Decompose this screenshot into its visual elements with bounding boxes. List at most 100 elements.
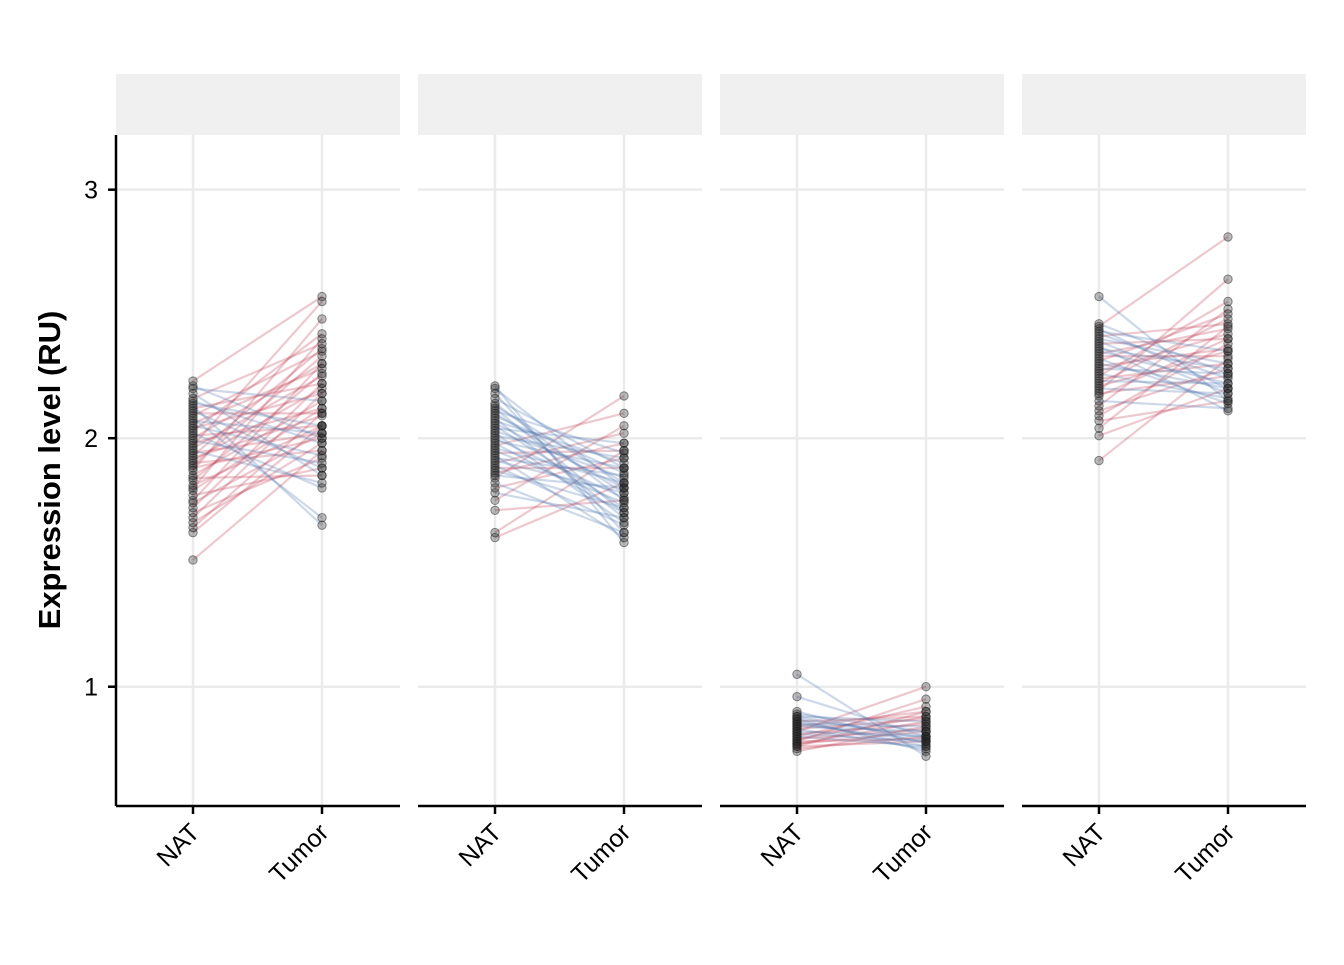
pair-line-increase: [494, 395, 625, 479]
point-nat: [490, 403, 500, 414]
point-tumor: [921, 694, 931, 704]
point-nat: [1094, 373, 1104, 384]
point-tumor: [619, 470, 629, 481]
point-tumor: [317, 403, 327, 414]
pair-line-decrease: [192, 432, 323, 489]
point-nat: [1094, 344, 1104, 354]
point-tumor: [1223, 363, 1233, 374]
point-nat: [490, 433, 500, 443]
pair-line-increase: [192, 442, 323, 524]
pair-line-increase: [1098, 300, 1229, 378]
pair-line-decrease: [494, 402, 625, 502]
points: [1094, 232, 1233, 466]
point-tumor: [1223, 319, 1233, 329]
point-tumor: [619, 458, 629, 468]
point-nat: [1094, 378, 1104, 389]
facet-panel-2: NAT Tumor: [418, 74, 702, 889]
point-tumor: [1223, 304, 1233, 314]
pair-line-increase: [494, 481, 625, 539]
pair-line-increase: [192, 355, 323, 467]
point-tumor: [317, 291, 327, 302]
point-nat: [1094, 423, 1104, 433]
point-nat: [1094, 363, 1104, 374]
point-tumor: [317, 383, 327, 394]
point-nat: [188, 453, 198, 463]
paired-lines: [1098, 235, 1229, 462]
point-nat: [188, 401, 198, 411]
point-nat: [1094, 319, 1104, 329]
pair-line-decrease: [494, 469, 625, 509]
point-tumor: [619, 488, 629, 498]
facet-strip: [1022, 74, 1306, 135]
y-axis: 1 2 3: [84, 135, 118, 806]
pair-line-decrease: [1098, 330, 1229, 353]
point-tumor: [619, 513, 629, 523]
point-nat: [188, 475, 198, 486]
point-tumor: [619, 498, 629, 508]
point-nat: [490, 411, 500, 421]
point-nat: [490, 406, 500, 416]
point-tumor: [1223, 329, 1233, 339]
pair-line-decrease: [796, 715, 927, 723]
pair-line-increase: [796, 720, 927, 745]
point-tumor: [317, 396, 327, 406]
point-tumor: [1223, 403, 1233, 414]
pair-line-decrease: [1098, 322, 1229, 375]
pair-line-increase: [192, 300, 323, 447]
point-tumor: [1223, 351, 1233, 361]
pair-line-increase: [192, 347, 323, 457]
pair-line-decrease: [796, 732, 927, 743]
point-nat: [188, 448, 198, 458]
facet-strip: [116, 74, 400, 135]
pair-line-decrease: [494, 387, 625, 489]
point-nat: [1094, 324, 1104, 334]
pair-line-decrease: [494, 419, 625, 465]
point-nat: [188, 413, 198, 424]
point-nat: [490, 465, 500, 476]
point-tumor: [921, 724, 931, 734]
point-tumor: [317, 363, 327, 374]
point-nat: [188, 522, 198, 533]
pair-line-increase: [1098, 327, 1229, 355]
pair-line-increase: [1098, 332, 1229, 373]
pair-line-decrease: [494, 464, 625, 527]
pair-line-decrease: [1098, 345, 1229, 412]
point-tumor: [1223, 398, 1233, 409]
point-nat: [1094, 386, 1104, 396]
point-tumor: [317, 470, 327, 481]
point-tumor: [921, 734, 931, 744]
point-tumor: [619, 478, 629, 488]
paired-lines: [796, 673, 927, 758]
point-nat: [188, 435, 198, 446]
pair-line-increase: [192, 362, 323, 502]
point-nat: [188, 393, 198, 404]
pair-line-decrease: [1098, 362, 1229, 390]
x-tick-label: Tumor: [264, 818, 334, 888]
point-nat: [188, 411, 198, 421]
point-tumor: [619, 453, 629, 463]
pair-line-decrease: [192, 384, 323, 440]
pair-line-decrease: [796, 727, 927, 750]
point-tumor: [1223, 296, 1233, 307]
point-nat: [188, 527, 198, 538]
point-nat: [1094, 353, 1104, 364]
point-tumor: [1223, 393, 1233, 404]
point-tumor: [1223, 334, 1233, 344]
point-nat: [188, 470, 198, 481]
point-nat: [490, 453, 500, 463]
pair-line-increase: [192, 432, 323, 504]
point-nat: [1094, 361, 1104, 371]
point-nat: [490, 413, 500, 424]
point-nat: [490, 418, 500, 428]
pair-line-increase: [192, 437, 323, 470]
point-tumor: [921, 711, 931, 722]
points: [188, 291, 327, 565]
point-nat: [188, 383, 198, 394]
point-tumor: [619, 517, 629, 528]
pair-line-increase: [1098, 322, 1229, 338]
point-nat: [188, 555, 198, 565]
pair-line-decrease: [494, 385, 625, 544]
pair-line-increase: [192, 414, 323, 460]
point-tumor: [1223, 378, 1233, 389]
